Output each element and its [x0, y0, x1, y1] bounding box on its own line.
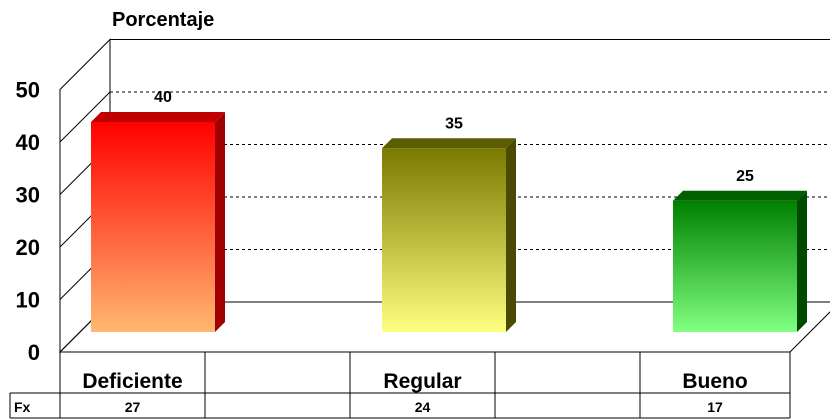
bar-top [382, 138, 516, 149]
bar-bueno: 25 [673, 168, 807, 332]
data-table: Fx 27 24 17 [14, 399, 723, 415]
bar-side [797, 190, 807, 332]
y-tick-label: 0 [28, 340, 40, 365]
bar-side [506, 138, 516, 332]
x-axis: Deficiente Regular Bueno [9, 352, 791, 419]
y-tick-label: 50 [16, 78, 40, 103]
bar-front [673, 200, 797, 332]
x-tick-label: Deficiente [82, 370, 182, 393]
y-tick-label: 30 [16, 183, 40, 208]
bar-side [215, 112, 225, 332]
bar-top [91, 112, 225, 122]
data-label: 35 [445, 115, 463, 132]
chart-title: Porcentaje [112, 9, 214, 31]
bar-regular: 35 [382, 115, 516, 332]
table-row-label: Fx [14, 399, 31, 415]
bar-deficiente: 40 [91, 89, 225, 332]
x-tick-label: Bueno [682, 370, 747, 393]
bar-front [382, 148, 506, 332]
x-tick-label: Regular [383, 370, 461, 393]
table-cell: 17 [707, 399, 723, 415]
data-label: 40 [154, 89, 172, 106]
table-cell: 27 [125, 399, 141, 415]
y-tick-label: 10 [16, 288, 40, 313]
bar-front [91, 122, 215, 332]
y-tick-label: 20 [16, 235, 40, 260]
bar-top [673, 190, 807, 201]
data-label: 25 [736, 168, 754, 185]
table-cell: 24 [415, 399, 431, 415]
bars: 40 35 25 [91, 89, 807, 332]
y-tick-label: 40 [16, 130, 40, 155]
gridline-side [59, 91, 111, 143]
y-axis: 0 10 20 30 40 50 [16, 78, 40, 366]
